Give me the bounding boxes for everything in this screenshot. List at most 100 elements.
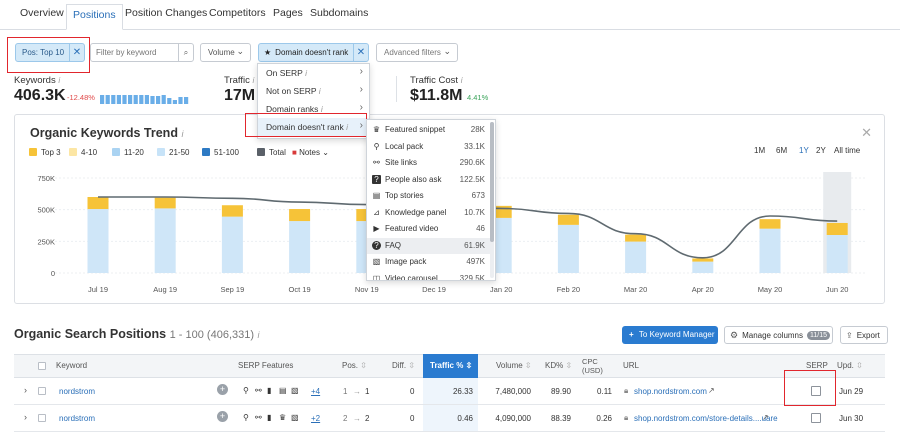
tab-competitors[interactable]: Competitors xyxy=(209,7,266,19)
keyword-link[interactable]: nordstrom xyxy=(59,414,96,423)
legend-checkbox[interactable] xyxy=(112,148,120,156)
menu-item-domain-doesnt-rank[interactable]: Domain doesn't rank i › xyxy=(258,118,369,137)
image-icon[interactable]: ▧ xyxy=(291,413,299,422)
bar-top3[interactable] xyxy=(87,197,109,210)
pin-icon[interactable]: ⚲ xyxy=(243,386,249,395)
to-keyword-manager-button[interactable]: + To Keyword Manager xyxy=(622,326,718,344)
legend-checkbox[interactable] xyxy=(202,148,210,156)
col-volume[interactable]: Volume ⇳ xyxy=(496,361,532,370)
search-icon[interactable]: ⌕ xyxy=(178,44,193,61)
info-icon[interactable]: i xyxy=(257,330,260,340)
tab-positions[interactable]: Positions xyxy=(66,4,123,30)
expand-row-icon[interactable]: › xyxy=(24,412,27,422)
external-link-icon[interactable]: ↗ xyxy=(762,413,769,422)
menu-item-on-serp[interactable]: On SERP i › xyxy=(266,66,363,78)
bar-11-50[interactable] xyxy=(154,208,176,273)
col-url[interactable]: URL xyxy=(623,361,640,370)
row-checkbox[interactable] xyxy=(38,414,46,422)
bar-11-50[interactable] xyxy=(759,228,781,273)
feature-item-knowledge-panel[interactable]: ⊿ Knowledge panel 10.7K xyxy=(367,205,491,222)
range-all-time[interactable]: All time xyxy=(834,146,861,155)
serp-snapshot-icon[interactable] xyxy=(811,386,821,396)
legend-item[interactable]: 4-10 xyxy=(69,148,97,157)
col-kd[interactable]: KD% ⇳ xyxy=(545,361,573,370)
feature-item-top-stories[interactable]: ▤ Top stories 673 xyxy=(367,188,491,205)
info-icon[interactable]: i xyxy=(181,129,184,139)
add-keyword-icon[interactable]: + xyxy=(217,411,228,422)
add-keyword-icon[interactable]: + xyxy=(217,384,228,395)
legend-item[interactable]: 11-20 xyxy=(112,148,144,157)
pin-icon[interactable]: ⚲ xyxy=(243,413,249,422)
manage-columns-button[interactable]: ⚙ Manage columns 11/15 xyxy=(724,326,833,344)
more-features-link[interactable]: +4 xyxy=(311,387,321,396)
bar-top3[interactable] xyxy=(557,214,579,225)
bar-top3[interactable] xyxy=(625,234,647,242)
link-icon[interactable]: ⚯ xyxy=(255,386,262,395)
feature-item-video-carousel[interactable]: ◫ Video carousel 329.5K xyxy=(367,271,491,281)
col-keyword[interactable]: Keyword xyxy=(56,361,88,370)
feature-item-featured-snippet[interactable]: ♛ Featured snippet 28K xyxy=(367,122,491,139)
knowledge-icon[interactable]: ▮ xyxy=(267,386,272,395)
col-serp-features[interactable]: SERP Features xyxy=(238,361,294,370)
col-traffic[interactable]: Traffic % ⇳ xyxy=(423,354,478,378)
feature-item-site-links[interactable]: ⚯ Site links 290.6K xyxy=(367,155,491,172)
serp-features-filter-chip[interactable]: ★ Domain doesn't rank ✕ xyxy=(258,43,369,62)
menu-item-domain-ranks[interactable]: Domain ranks i › xyxy=(266,102,363,114)
external-link-icon[interactable]: ↗ xyxy=(708,386,715,395)
bar-top3[interactable] xyxy=(289,209,311,222)
legend-checkbox[interactable] xyxy=(69,148,77,156)
advanced-filters-button[interactable]: Advanced filters ⌄ xyxy=(376,43,458,62)
menu-item-not-on-serp[interactable]: Not on SERP i › xyxy=(266,84,363,96)
select-all-checkbox[interactable] xyxy=(38,362,46,370)
legend-item[interactable]: Total xyxy=(257,148,286,157)
legend-item[interactable]: Top 3 xyxy=(29,148,61,157)
bar-11-50[interactable] xyxy=(692,261,714,273)
bar-11-50[interactable] xyxy=(557,224,579,273)
legend-checkbox[interactable] xyxy=(29,148,37,156)
bar-top3[interactable] xyxy=(759,219,781,229)
range-6m[interactable]: 6M xyxy=(776,146,788,155)
remove-serp-filter-icon[interactable]: ✕ xyxy=(353,44,368,61)
knowledge-icon[interactable]: ▮ xyxy=(267,413,272,422)
position-filter-chip[interactable]: Pos: Top 10 ✕ xyxy=(15,43,85,62)
tab-position-changes[interactable]: Position Changes xyxy=(125,7,208,19)
range-2y[interactable]: 2Y xyxy=(816,146,826,155)
serp-snapshot-icon[interactable] xyxy=(811,413,821,423)
export-button[interactable]: ⇪ Export xyxy=(840,326,888,344)
bar-11-50[interactable] xyxy=(221,216,243,273)
bar-11-50[interactable] xyxy=(87,209,109,273)
notes-toggle[interactable]: ■ Notes ⌄ xyxy=(292,148,329,157)
legend-item[interactable]: 21-50 xyxy=(157,148,189,157)
row-checkbox[interactable] xyxy=(38,387,46,395)
bar-top3[interactable] xyxy=(692,258,714,262)
more-features-link[interactable]: +2 xyxy=(311,414,321,423)
expand-row-icon[interactable]: › xyxy=(24,385,27,395)
feature-item-faq[interactable]: ? FAQ 61.9K xyxy=(367,237,491,254)
col-serp[interactable]: SERP xyxy=(806,361,828,370)
bar-11-50[interactable] xyxy=(289,221,311,273)
feature-item-people-also-ask[interactable]: ? People also ask 122.5K xyxy=(367,172,491,189)
link-icon[interactable]: ⚯ xyxy=(255,413,262,422)
tab-subdomains[interactable]: Subdomains xyxy=(310,7,369,19)
range-1m[interactable]: 1M xyxy=(754,146,766,155)
close-icon[interactable]: ✕ xyxy=(861,125,872,140)
volume-dropdown[interactable]: Volume ⌄ xyxy=(200,43,251,62)
range-1y[interactable]: 1Y xyxy=(799,146,809,155)
tab-overview[interactable]: Overview xyxy=(20,7,64,19)
bar-top3[interactable] xyxy=(221,205,243,217)
col-diff[interactable]: Diff. ⇳ xyxy=(392,361,416,370)
submenu-scrollbar[interactable] xyxy=(490,122,494,278)
col-upd[interactable]: Upd. ⇳ xyxy=(837,361,863,370)
legend-checkbox[interactable] xyxy=(157,148,165,156)
bar-top3[interactable] xyxy=(154,197,176,209)
keyword-filter-input[interactable]: ⌕ xyxy=(90,43,194,62)
feature-item-image-pack[interactable]: ▧ Image pack 497K xyxy=(367,254,491,271)
bar-11-50[interactable] xyxy=(625,241,647,273)
keyword-filter-field[interactable] xyxy=(96,48,180,57)
bar-11-50[interactable] xyxy=(826,235,848,273)
crown-icon[interactable]: ♛ xyxy=(279,413,287,422)
image-icon[interactable]: ▧ xyxy=(291,386,299,395)
info-icon[interactable]: i xyxy=(58,76,61,85)
col-pos[interactable]: Pos. ⇳ xyxy=(342,361,367,370)
feature-item-featured-video[interactable]: ▶ Featured video 46 xyxy=(367,221,491,238)
